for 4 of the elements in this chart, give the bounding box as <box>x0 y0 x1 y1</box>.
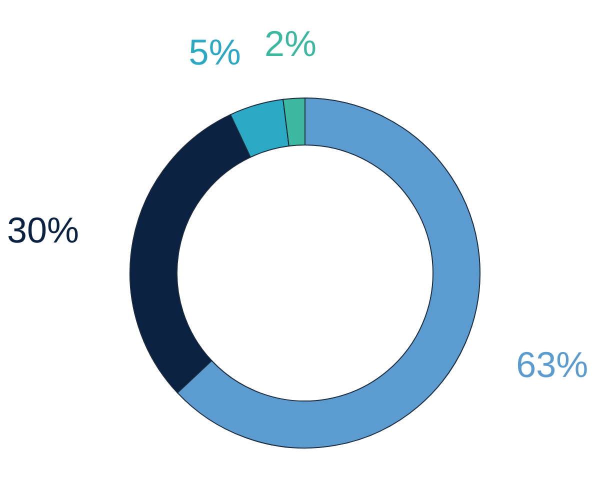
data-label: 2% <box>264 22 317 64</box>
data-label: 5% <box>188 32 241 73</box>
data-label: 30% <box>7 209 80 250</box>
data-label: 63% <box>516 344 588 385</box>
